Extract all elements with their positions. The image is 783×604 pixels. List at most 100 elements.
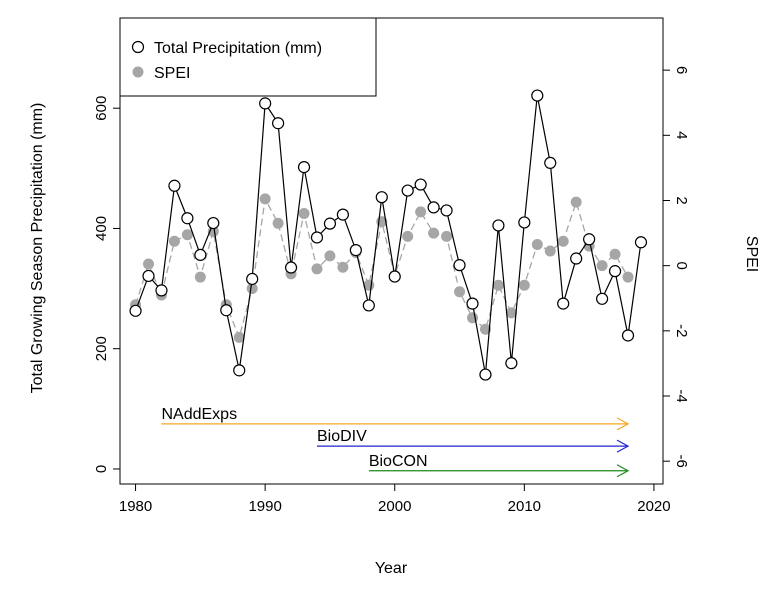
- precipitation-point: [492, 219, 505, 232]
- spei-point: [570, 196, 582, 208]
- legend-marker-spei: [132, 66, 144, 78]
- precipitation-point: [142, 269, 155, 283]
- spei-point: [415, 206, 427, 218]
- y2-tick-label: 2: [673, 196, 690, 204]
- precipitation-point: [233, 364, 246, 377]
- y-tick-label: 400: [93, 216, 110, 241]
- spei-point: [259, 193, 271, 205]
- precipitation-point: [518, 216, 531, 229]
- spei-point: [311, 263, 323, 275]
- precipitation-point: [544, 156, 557, 170]
- spei-point: [622, 271, 634, 283]
- x-tick-label: 1980: [119, 498, 152, 515]
- precipitation-point: [246, 272, 259, 286]
- x-axis-label: Year: [375, 560, 408, 577]
- precipitation-point: [297, 161, 311, 174]
- annotation-arrowhead: [616, 417, 630, 431]
- spei-point: [609, 248, 621, 260]
- precipitation-point: [220, 304, 233, 317]
- spei-point: [194, 271, 206, 283]
- spei-point: [143, 258, 155, 270]
- spei-point: [441, 230, 453, 242]
- legend-marker-precipitation: [131, 40, 145, 54]
- precipitation-point: [168, 179, 181, 192]
- precipitation-point: [505, 357, 518, 370]
- annotation-arrowhead: [616, 439, 630, 453]
- precipitation-point: [570, 252, 583, 265]
- precipitation-point: [388, 270, 401, 283]
- precipitation-point: [440, 204, 453, 217]
- y2-tick-label: 6: [673, 66, 690, 74]
- legend-label-precipitation: Total Precipitation (mm): [154, 40, 322, 57]
- spei-point: [454, 286, 466, 298]
- spei-point: [402, 230, 414, 242]
- y-tick-label: 0: [93, 465, 110, 473]
- spei-point: [168, 235, 180, 247]
- precipitation-point: [557, 297, 570, 310]
- precipitation-point: [634, 236, 648, 249]
- precipitation-point: [362, 299, 375, 312]
- precipitation-point: [427, 201, 440, 214]
- precipitation-point: [595, 292, 609, 305]
- x-tick-label: 2020: [637, 498, 670, 515]
- spei-point: [505, 307, 517, 319]
- annotation-label: BioDIV: [317, 428, 367, 445]
- precipitation-point: [349, 243, 362, 257]
- precipitation-point: [129, 304, 142, 317]
- legend-box: [119, 17, 377, 97]
- annotation-label: BioCON: [369, 453, 428, 470]
- spei-point: [324, 250, 336, 262]
- spei-point: [428, 227, 440, 239]
- spei-point: [492, 279, 504, 291]
- spei-point: [518, 279, 530, 291]
- precipitation-point: [259, 97, 272, 110]
- spei-point: [246, 282, 258, 294]
- y2-tick-label: -6: [673, 455, 690, 468]
- spei-point: [337, 261, 349, 273]
- precipitation-point: [375, 191, 388, 204]
- precipitation-point: [531, 89, 544, 102]
- precipitation-point: [272, 117, 285, 130]
- precipitation-point: [194, 248, 207, 262]
- precipitation-point: [181, 212, 194, 225]
- precipitation-point: [453, 259, 466, 272]
- precipitation-point: [479, 368, 492, 381]
- spei-point: [272, 217, 284, 229]
- annotation-arrowhead: [616, 464, 630, 478]
- y2-tick-label: -4: [673, 389, 690, 402]
- precipitation-point: [608, 265, 622, 278]
- precipitation-series-line: [136, 100, 641, 370]
- x-tick-label: 2000: [378, 498, 411, 515]
- y-tick-label: 200: [93, 336, 110, 361]
- spei-point: [298, 208, 310, 220]
- spei-point: [557, 235, 569, 247]
- x-tick-label: 2010: [508, 498, 541, 515]
- spei-point: [479, 323, 491, 335]
- precipitation-point: [207, 216, 220, 230]
- y-tick-label: 600: [93, 96, 110, 121]
- precipitation-point: [466, 297, 479, 310]
- spei-point: [233, 331, 245, 343]
- precipitation-point: [336, 208, 350, 221]
- plot-frame: [119, 17, 664, 485]
- spei-point: [596, 260, 608, 272]
- precipitation-point: [284, 261, 298, 274]
- x-tick-label: 1990: [248, 498, 281, 515]
- precipitation-point: [401, 184, 414, 197]
- spei-point: [544, 245, 556, 257]
- spei-point: [181, 229, 193, 241]
- precipitation-point: [155, 284, 168, 297]
- y2-tick-label: 0: [673, 261, 690, 269]
- precipitation-point: [621, 329, 635, 342]
- precipitation-point: [414, 178, 427, 191]
- y2-axis-label: SPEI: [743, 236, 760, 272]
- precipitation-point: [310, 231, 324, 244]
- annotation-label: NAddExps: [161, 406, 237, 423]
- y2-tick-label: -2: [673, 324, 690, 337]
- legend-label-spei: SPEI: [154, 65, 190, 82]
- precipitation-point: [323, 217, 337, 230]
- y2-tick-label: 4: [673, 131, 690, 139]
- y-axis-label: Total Growing Season Precipitation (mm): [29, 103, 46, 394]
- spei-point: [531, 238, 543, 250]
